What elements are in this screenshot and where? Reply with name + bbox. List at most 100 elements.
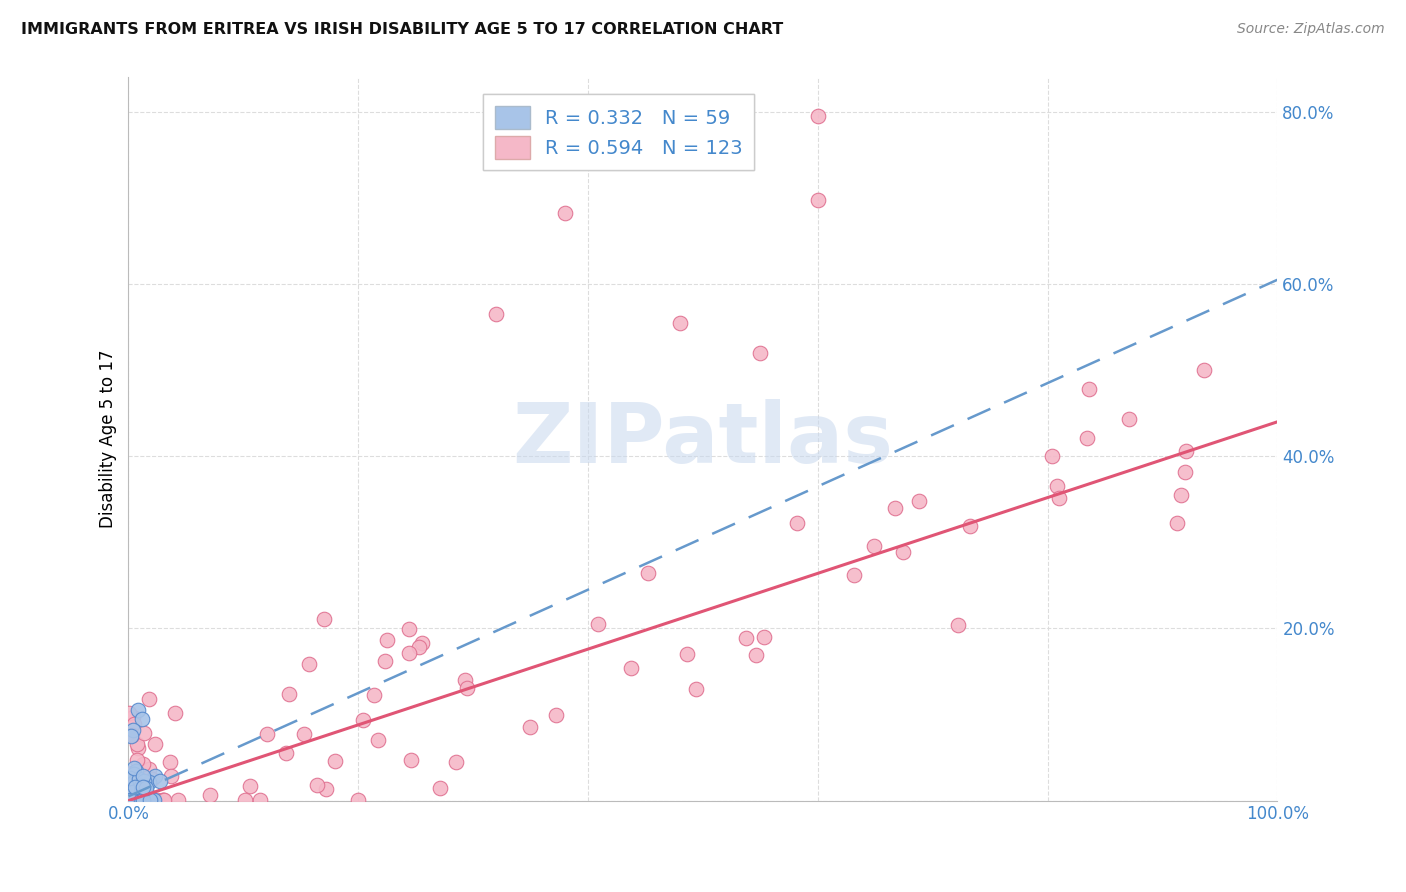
Point [143,769,166,783]
Point [135,781,157,796]
Text: IMMIGRANTS FROM ERITREA VS IRISH DISABILITY AGE 5 TO 17 CORRELATION CHART: IMMIGRANTS FROM ERITREA VS IRISH DISABIL… [21,22,783,37]
Point [121,793,143,807]
Point [134,793,156,807]
Point [135,793,157,807]
Point [118,793,141,807]
Point [454,673,477,687]
Point [375,632,398,647]
Point [121,790,143,805]
Point [132,780,155,794]
Point [120,787,142,801]
Point [352,713,374,727]
Point [131,780,153,795]
Point [121,793,143,807]
Point [121,793,143,807]
Point [1118,412,1140,426]
Point [367,733,389,747]
Y-axis label: Disability Age 5 to 17: Disability Age 5 to 17 [100,350,117,528]
Point [752,631,775,645]
Point [134,786,156,800]
Point [129,793,152,807]
Point [149,773,172,788]
Point [347,793,370,807]
Point [122,793,145,807]
Point [120,793,142,807]
Text: ZIPatlas: ZIPatlas [512,399,893,480]
Point [883,501,905,516]
Point [125,764,148,779]
Point [456,681,478,696]
Point [807,193,830,207]
Point [143,737,166,751]
Text: Source: ZipAtlas.com: Source: ZipAtlas.com [1237,22,1385,37]
Point [685,682,707,697]
Point [277,686,299,700]
Point [274,746,297,760]
Point [138,762,160,776]
Point [153,793,176,807]
Point [637,566,659,581]
Point [298,657,321,672]
Point [131,793,153,807]
Point [124,793,146,807]
Point [138,692,160,706]
Point [1170,488,1192,502]
Point [128,793,150,807]
Point [127,703,149,717]
Point [152,793,174,807]
Point [134,726,156,740]
Point [891,545,914,559]
Point [118,793,141,807]
Point [121,793,143,807]
Point [669,316,692,330]
Point [1047,491,1070,506]
Point [124,780,146,794]
Point [554,206,576,220]
Point [167,793,190,807]
Point [134,793,156,807]
Point [323,754,346,768]
Point [138,774,160,789]
Point [141,793,163,807]
Point [122,710,145,724]
Point [141,772,163,786]
Point [128,792,150,806]
Point [312,612,335,626]
Point [735,632,758,646]
Point [129,793,152,807]
Point [125,793,148,807]
Point [908,494,931,508]
Point [444,755,467,769]
Point [131,712,153,726]
Point [129,785,152,799]
Point [398,622,420,636]
Point [118,706,141,720]
Point [129,780,152,794]
Point [745,648,768,663]
Point [120,793,142,807]
Point [132,774,155,789]
Point [1174,444,1197,458]
Point [132,792,155,806]
Point [1076,431,1098,445]
Point [398,647,420,661]
Point [305,778,328,792]
Point [118,793,141,807]
Point [118,791,141,805]
Legend: R = 0.332   N = 59, R = 0.594   N = 123: R = 0.332 N = 59, R = 0.594 N = 123 [482,95,755,170]
Point [1046,479,1069,493]
Point [118,793,141,807]
Point [138,793,160,807]
Point [134,793,156,807]
Point [120,793,142,807]
Point [118,771,141,785]
Point [233,793,256,807]
Point [429,780,451,795]
Point [1166,516,1188,530]
Point [946,617,969,632]
Point [120,793,142,807]
Point [118,790,141,805]
Point [128,772,150,786]
Point [122,772,145,787]
Point [363,688,385,702]
